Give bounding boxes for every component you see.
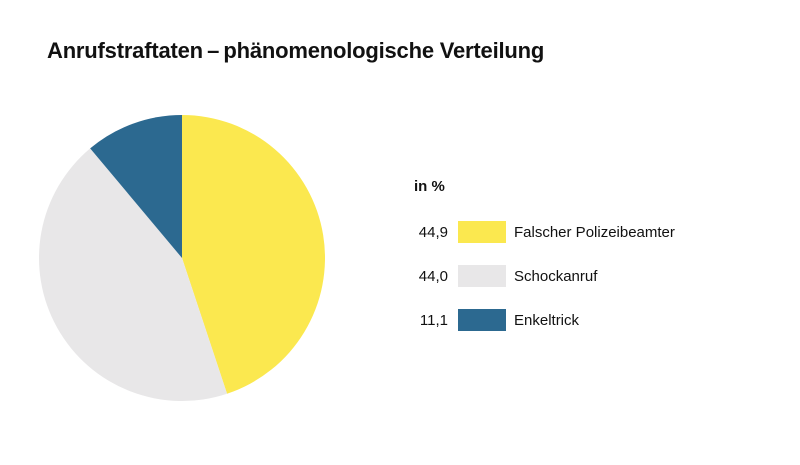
pie-slice-enkeltrick [90,115,182,258]
legend-item-enkeltrick: 11,1 Enkeltrick [400,308,579,332]
legend-value: 44,0 [418,267,448,285]
chart-title: Anrufstraftaten – phänomenologische Vert… [47,38,545,63]
legend-swatch [458,309,506,331]
legend-value: 11,1 [419,311,448,329]
legend-label: Schockanruf [514,267,598,285]
pie-slice-schockanruf [38,148,228,401]
legend-item-falscher-polizeibeamter: 44,9 Falscher Polizeibeamter [400,220,675,244]
pie-slice-falscher-polizeibeamter [182,115,325,394]
legend-item-schockanruf: 44,0 Schockanruf [400,264,597,288]
legend-label: Falscher Polizeibeamter [514,223,675,241]
legend-swatch [458,221,506,243]
legend-swatch [458,265,506,287]
legend-value: 44,9 [418,223,448,241]
legend-unit-label: in % [414,178,445,195]
legend-label: Enkeltrick [514,311,580,329]
